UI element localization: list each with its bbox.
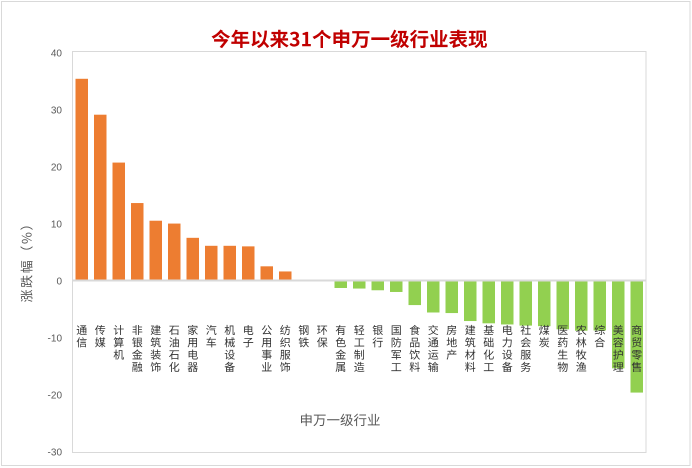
svg-text:10: 10 xyxy=(51,220,63,231)
svg-text:0: 0 xyxy=(56,277,62,288)
svg-text:40: 40 xyxy=(51,49,63,60)
svg-text:-20: -20 xyxy=(48,391,63,402)
svg-text:-30: -30 xyxy=(48,448,63,459)
svg-text:20: 20 xyxy=(51,163,63,174)
svg-text:30: 30 xyxy=(51,106,63,117)
svg-text:-10: -10 xyxy=(48,334,63,345)
